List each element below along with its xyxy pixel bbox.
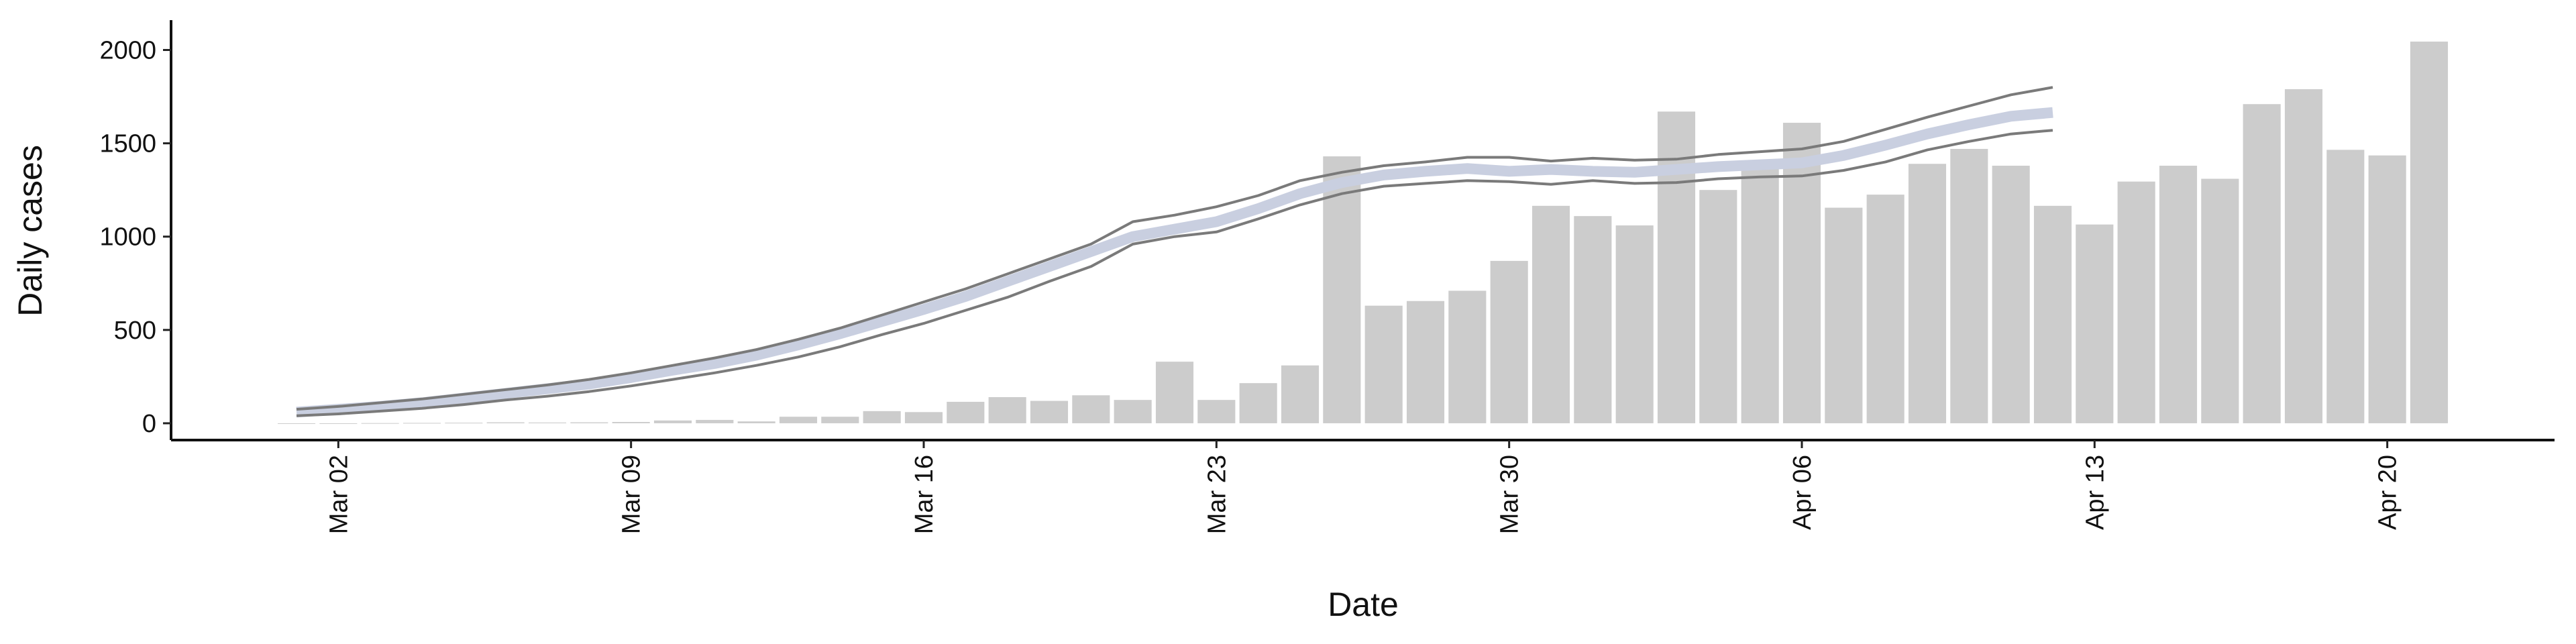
bar (1741, 167, 1779, 423)
bar (1615, 225, 1654, 423)
x-axis-title: Date (1328, 586, 1399, 623)
bar (863, 411, 901, 423)
bar (653, 420, 692, 423)
x-tick-label: Mar 09 (618, 455, 646, 534)
bar (2076, 224, 2114, 423)
bar (319, 423, 358, 424)
bar (821, 417, 859, 423)
bar (1239, 383, 1277, 423)
bar (737, 421, 775, 423)
y-tick-label: 0 (142, 410, 156, 438)
bar (2201, 178, 2239, 423)
bar (1532, 205, 1570, 423)
bar (1574, 216, 1612, 423)
x-tick-label: Apr 06 (1788, 455, 1817, 530)
x-tick-label: Mar 23 (1203, 455, 1231, 534)
bar (2243, 104, 2281, 423)
bar (779, 417, 818, 423)
bar (1114, 400, 1152, 423)
x-tick-label: Mar 02 (325, 455, 353, 534)
bar (1699, 190, 1737, 423)
bar (1950, 148, 1988, 423)
bar (2284, 89, 2323, 423)
bar (2159, 166, 2198, 423)
bar (1281, 365, 1320, 423)
bar (1406, 301, 1445, 423)
y-axis-title: Daily cases (11, 145, 49, 317)
bar (2368, 155, 2406, 423)
bar (1197, 400, 1236, 423)
x-tick-label: Apr 13 (2081, 455, 2109, 530)
bar (2033, 205, 2072, 423)
bar (1448, 290, 1487, 423)
x-tick-label: Mar 30 (1496, 455, 1524, 534)
bar (947, 401, 985, 423)
bar (1155, 362, 1194, 423)
bar (612, 422, 650, 423)
bar (277, 423, 316, 424)
bar (696, 419, 734, 423)
bar (904, 412, 943, 423)
bar (1030, 400, 1069, 423)
y-tick-label: 1500 (99, 130, 156, 158)
bar (1490, 260, 1528, 423)
y-tick-label: 1000 (99, 223, 156, 252)
y-tick-label: 2000 (99, 37, 156, 65)
bar (1866, 195, 1904, 423)
estimate-line (296, 86, 2053, 411)
y-tick-label: 500 (114, 317, 156, 345)
bar (361, 423, 399, 424)
bar (2326, 150, 2365, 423)
bar (1908, 164, 1947, 423)
bar (2117, 181, 2155, 423)
bar (988, 397, 1026, 423)
bar (2410, 41, 2449, 423)
bar (1782, 123, 1821, 423)
estimate-line (296, 107, 2053, 418)
bar (1323, 156, 1361, 423)
x-tick-label: Mar 16 (910, 455, 938, 534)
estimate-line (296, 129, 2053, 417)
x-tick-label: Apr 20 (2374, 455, 2402, 530)
bar (1825, 207, 1863, 423)
bar (1364, 305, 1403, 423)
bar (1072, 395, 1110, 423)
bar (1992, 166, 2030, 423)
